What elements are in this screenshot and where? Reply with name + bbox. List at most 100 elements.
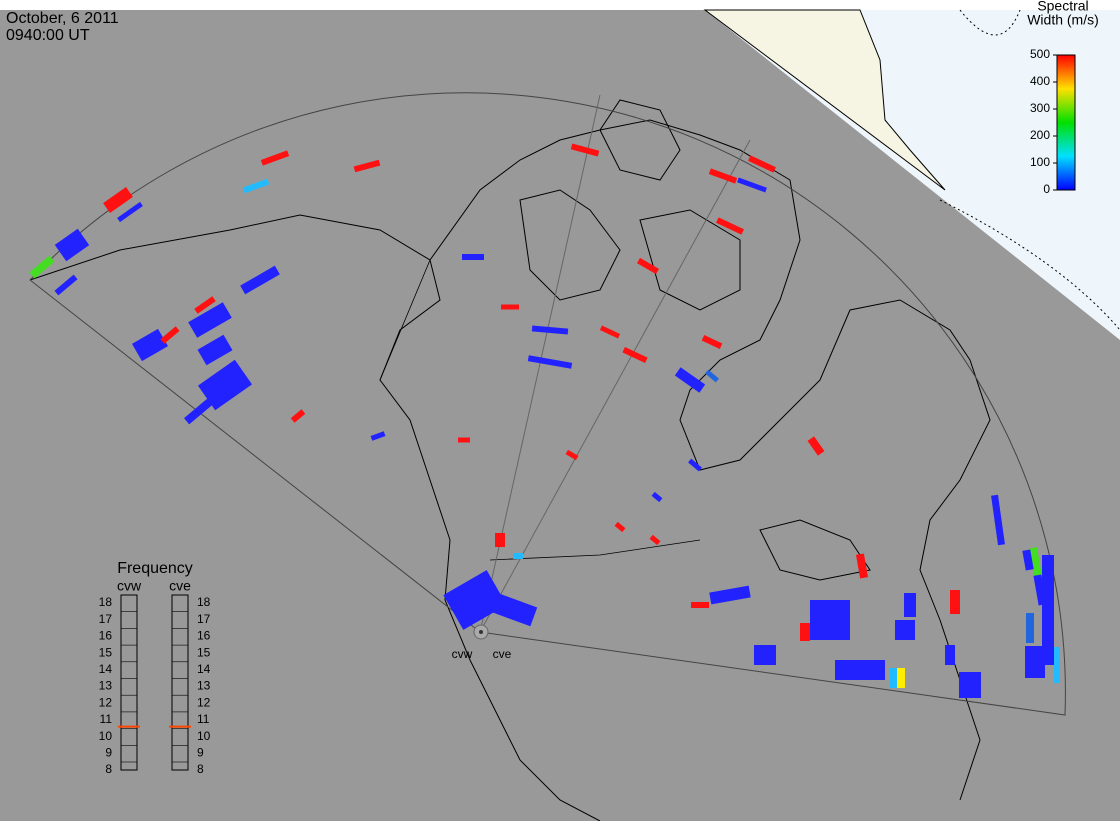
radar-cell xyxy=(242,178,270,194)
radar-cell xyxy=(890,668,900,688)
radar-cell xyxy=(748,155,776,173)
radar-cell xyxy=(501,304,519,310)
radar-cell xyxy=(807,436,825,456)
top-strip xyxy=(0,0,1120,10)
colorbar-tick-label: 500 xyxy=(1030,47,1050,61)
frequency-tick-label: 8 xyxy=(105,762,112,776)
station-label: cvw xyxy=(452,647,473,661)
time-label: 0940:00 UT xyxy=(6,27,90,44)
colorbar-title: Width (m/s) xyxy=(1027,12,1099,28)
frequency-tick-label: 18 xyxy=(99,595,113,609)
frequency-tick-label: 17 xyxy=(99,612,113,626)
frequency-tick-label: 11 xyxy=(197,712,210,726)
frequency-tick-label: 15 xyxy=(197,645,211,659)
lat-circles xyxy=(939,9,1120,331)
radar-cell xyxy=(188,302,232,338)
radar-cell xyxy=(458,437,470,443)
radar-cell xyxy=(674,367,706,393)
radar-cell xyxy=(701,335,723,349)
frequency-scales: cvw 8 9 10 11 12 13 14 15 16 17 18 cve 8 9 10 11 12 13 14 15… xyxy=(99,578,211,776)
radar-cell xyxy=(353,159,381,173)
radar-cell xyxy=(184,395,216,425)
radar-cell xyxy=(370,431,386,441)
frequency-tick-label: 8 xyxy=(197,762,204,776)
radar-cell xyxy=(688,458,702,472)
radar-cell xyxy=(959,672,981,698)
radar-cell xyxy=(705,369,719,383)
radar-cell xyxy=(240,265,280,295)
radar-cell xyxy=(1042,555,1054,665)
coastlines xyxy=(29,99,991,821)
radar-cell xyxy=(495,533,505,547)
radar-cell xyxy=(1054,647,1060,683)
radar-cell xyxy=(527,355,573,369)
frequency-tick-label: 14 xyxy=(99,662,113,676)
radar-cell xyxy=(649,534,661,546)
radar-cell xyxy=(54,228,90,262)
frequency-tick-label: 11 xyxy=(100,712,113,726)
radar-cell xyxy=(895,620,915,640)
radar-cell xyxy=(599,325,621,339)
radar-cell xyxy=(716,217,744,235)
radar-cell xyxy=(1022,549,1034,571)
frequency-tick-label: 17 xyxy=(197,612,211,626)
radar-cell xyxy=(565,449,579,461)
radar-cell xyxy=(443,570,507,630)
radar-cell xyxy=(513,553,523,559)
station-dot xyxy=(479,630,483,634)
colorbar xyxy=(1056,54,1076,191)
radar-name: cvw xyxy=(117,578,142,594)
radar-cell xyxy=(614,521,626,533)
radar-cell xyxy=(492,593,538,627)
radar-cell xyxy=(651,491,663,503)
radar-cell xyxy=(132,328,168,362)
radar-cell xyxy=(194,296,216,314)
radar-cell xyxy=(1025,646,1045,678)
frequency-tick-label: 13 xyxy=(99,679,113,693)
radar-cells xyxy=(29,143,1060,698)
radar-cell xyxy=(904,593,916,617)
station-label: cve xyxy=(493,647,512,661)
frequency-tick-label: 18 xyxy=(197,595,211,609)
greenland-land xyxy=(703,9,946,191)
radar-cell xyxy=(117,201,143,223)
radar-cell xyxy=(260,150,290,166)
radar-cell xyxy=(29,255,55,279)
radar-cell xyxy=(945,645,955,665)
radar-cell xyxy=(570,143,600,157)
radar-cell xyxy=(754,645,776,665)
radar-cell xyxy=(636,257,660,275)
radar-cell xyxy=(1029,547,1043,583)
frequency-tick-label: 12 xyxy=(99,695,113,709)
radar-cell xyxy=(531,325,569,335)
frequency-title: Frequency xyxy=(117,560,193,577)
radar-cell xyxy=(160,326,180,344)
colorbar-tick-label: 300 xyxy=(1030,101,1050,115)
colorbar-tick-label: 100 xyxy=(1030,155,1050,169)
colorbar-tick-label: 0 xyxy=(1043,182,1050,196)
radar-cell xyxy=(855,553,869,579)
radar-cell xyxy=(810,600,850,640)
colorbar-title: Spectral xyxy=(1037,0,1088,14)
radar-cell xyxy=(691,602,709,608)
frequency-tick-label: 13 xyxy=(197,679,211,693)
colorbar-tick-label: 200 xyxy=(1030,128,1050,142)
frequency-tick-label: 16 xyxy=(99,629,113,643)
colorbar-ticks: 0 100 200 300 400 500 xyxy=(1030,47,1057,196)
radar-cell xyxy=(737,177,767,193)
radar-cell xyxy=(197,334,233,366)
radar-name: cve xyxy=(169,578,191,594)
polar-region xyxy=(705,10,1120,340)
radar-cell xyxy=(290,409,306,423)
frequency-tick-label: 9 xyxy=(197,745,204,759)
frequency-tick-label: 14 xyxy=(197,662,211,676)
radar-cell xyxy=(622,346,648,364)
radar-cell xyxy=(709,585,751,605)
frequency-tick-label: 10 xyxy=(99,729,113,743)
radar-cell xyxy=(991,494,1005,546)
radar-cell xyxy=(950,590,960,614)
frequency-tick-label: 16 xyxy=(197,629,211,643)
date-label: October, 6 2011 xyxy=(6,10,119,27)
radar-cell xyxy=(800,623,810,641)
frequency-tick-label: 15 xyxy=(99,645,113,659)
